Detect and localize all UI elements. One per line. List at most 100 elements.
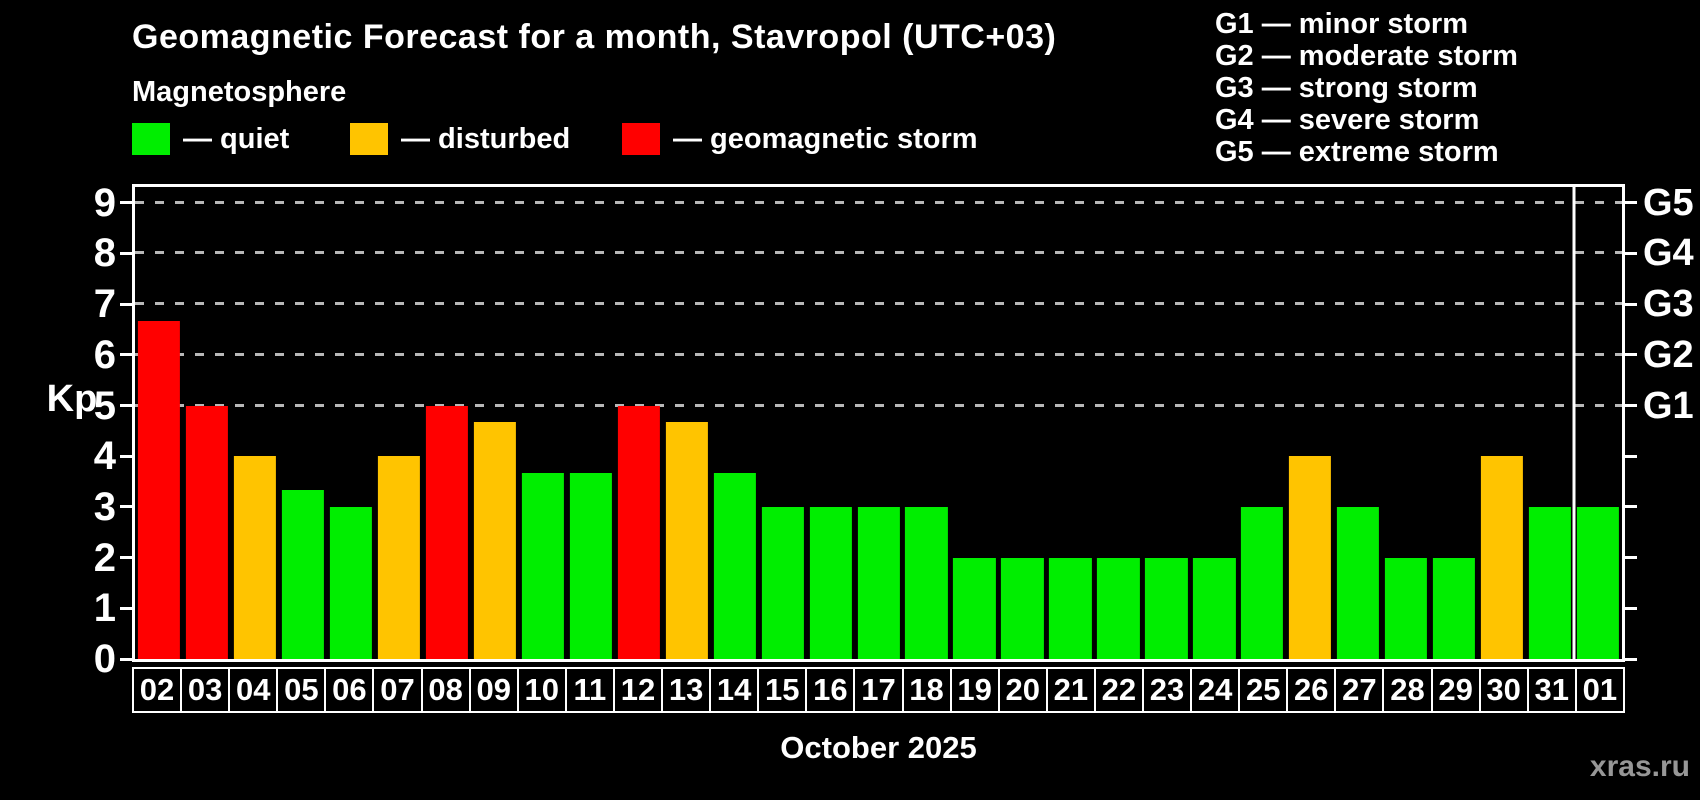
bar-slot-22 xyxy=(1094,187,1142,659)
bar-slot-17 xyxy=(855,187,903,659)
storm-scale-g3: G3 — strong storm xyxy=(1215,72,1478,104)
y-tick-1 xyxy=(120,606,132,610)
right-axis-label-g3: G3 xyxy=(1643,283,1694,326)
bar-slot-18 xyxy=(903,187,951,659)
bar-slot-28 xyxy=(1382,187,1430,659)
bar-slot-12 xyxy=(615,187,663,659)
bar-slot-29 xyxy=(1430,187,1478,659)
legend-label-disturbed: — disturbed xyxy=(401,122,571,155)
gridline-kp-6 xyxy=(135,352,1622,356)
bar-day-24 xyxy=(1193,557,1236,659)
bar-slot-06 xyxy=(327,187,375,659)
bar-slot-11 xyxy=(567,187,615,659)
x-day-cell-04: 04 xyxy=(228,667,279,713)
bar-day-10 xyxy=(521,472,564,659)
y-tick-label-1: 1 xyxy=(93,586,116,631)
y-tick-2 xyxy=(120,556,132,560)
x-day-cell-05: 05 xyxy=(276,667,327,713)
x-day-cell-23: 23 xyxy=(1141,667,1193,713)
x-day-cell-29: 29 xyxy=(1430,667,1481,713)
y-tick-label-4: 4 xyxy=(93,434,116,479)
bar-day-01 xyxy=(1576,506,1620,659)
bar-day-21 xyxy=(1049,557,1092,659)
bar-slot-25 xyxy=(1238,187,1286,659)
x-day-cell-10: 10 xyxy=(516,667,567,713)
disturbed-color-swatch xyxy=(350,123,388,155)
x-day-cell-25: 25 xyxy=(1238,667,1289,713)
bar-slot-07 xyxy=(375,187,423,659)
bar-day-26 xyxy=(1289,456,1332,659)
chart-title: Geomagnetic Forecast for a month, Stavro… xyxy=(132,18,1057,56)
y-tick-label-9: 9 xyxy=(93,180,116,225)
x-day-cell-20: 20 xyxy=(997,667,1048,713)
bar-day-05 xyxy=(281,490,324,659)
y-tick-label-5: 5 xyxy=(93,383,116,428)
x-day-cell-19: 19 xyxy=(949,667,1000,713)
legend-label-quiet: — quiet xyxy=(183,122,290,155)
x-day-cell-27: 27 xyxy=(1334,667,1385,713)
bar-day-11 xyxy=(569,472,612,659)
bar-day-30 xyxy=(1481,456,1524,659)
x-day-cell-16: 16 xyxy=(805,667,856,713)
gridline-kp-9 xyxy=(135,200,1622,204)
gridline-kp-8 xyxy=(135,251,1622,255)
legend-label-storm: — geomagnetic storm xyxy=(673,122,978,155)
storm-scale-g4: G4 — severe storm xyxy=(1215,104,1480,136)
x-axis-day-row: 02 03 04 05 06 07 08 09 10 11 12 13 14 15 16 17 18 19 20 21… xyxy=(132,667,1625,713)
bar-slot-09 xyxy=(471,187,519,659)
bar-slot-03 xyxy=(183,187,231,659)
bar-slot-04 xyxy=(231,187,279,659)
y-axis-title: Kp xyxy=(46,378,98,420)
storm-scale-g1: G1 — minor storm xyxy=(1215,8,1468,40)
x-day-cell-02: 02 xyxy=(132,667,183,713)
bar-day-19 xyxy=(953,557,996,659)
bar-slot-20 xyxy=(998,187,1046,659)
bar-day-27 xyxy=(1337,506,1380,659)
y-tick-6 xyxy=(120,353,132,357)
x-day-cell-13: 13 xyxy=(661,667,712,713)
bars-layer xyxy=(135,187,1622,659)
bar-slot-30 xyxy=(1478,187,1526,659)
y-tick-label-3: 3 xyxy=(93,484,116,529)
bar-day-07 xyxy=(377,456,420,659)
y-tick-7 xyxy=(120,302,132,306)
x-day-cell-30: 30 xyxy=(1478,667,1529,713)
bar-slot-01 xyxy=(1574,187,1622,659)
right-tick-9 xyxy=(1625,201,1637,205)
bar-day-06 xyxy=(329,506,372,659)
x-day-cell-24: 24 xyxy=(1190,667,1241,713)
bar-day-12 xyxy=(617,405,660,659)
bar-day-15 xyxy=(761,506,804,659)
y-tick-label-7: 7 xyxy=(93,282,116,327)
bar-slot-13 xyxy=(663,187,711,659)
right-axis-label-g4: G4 xyxy=(1643,232,1694,275)
bar-day-29 xyxy=(1433,557,1476,659)
x-day-cell-12: 12 xyxy=(612,667,664,713)
x-day-cell-09: 09 xyxy=(468,667,519,713)
x-day-cell-06: 06 xyxy=(324,667,375,713)
bar-day-18 xyxy=(905,506,948,659)
storm-color-swatch xyxy=(622,123,660,155)
storm-scale-g5: G5 — extreme storm xyxy=(1215,136,1499,168)
x-day-cell-11: 11 xyxy=(564,667,615,713)
quiet-color-swatch xyxy=(132,123,170,155)
bar-day-16 xyxy=(809,506,852,659)
bar-slot-31 xyxy=(1526,187,1574,659)
legend-item-disturbed: — disturbed xyxy=(350,122,570,156)
bar-slot-15 xyxy=(759,187,807,659)
x-day-cell-26: 26 xyxy=(1286,667,1337,713)
bar-slot-05 xyxy=(279,187,327,659)
y-tick-5 xyxy=(120,404,132,407)
y-tick-label-2: 2 xyxy=(93,535,116,580)
x-day-cell-17: 17 xyxy=(853,667,904,713)
bar-day-22 xyxy=(1097,557,1140,659)
right-tick-3 xyxy=(1625,505,1637,509)
y-tick-0 xyxy=(120,657,132,661)
right-tick-0 xyxy=(1625,657,1637,661)
bar-day-04 xyxy=(233,456,277,659)
bar-day-28 xyxy=(1385,557,1428,659)
bar-day-13 xyxy=(665,422,708,659)
legend-title: Magnetosphere xyxy=(132,76,347,108)
bar-day-31 xyxy=(1528,506,1572,659)
